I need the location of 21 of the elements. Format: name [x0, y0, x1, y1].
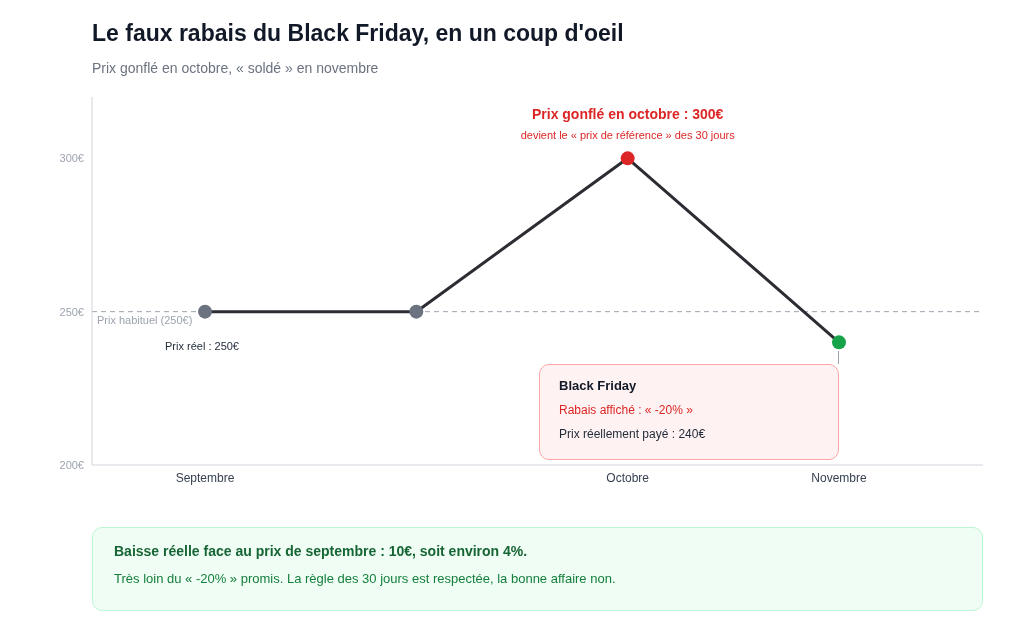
x-tick-label: Octobre — [606, 470, 650, 485]
chart-title: Le faux rabais du Black Friday, en un coup d'oeil — [92, 20, 624, 47]
annotation: Prix réel : 250€ — [165, 339, 239, 352]
annotation: devient le « prix de référence » des 30 jours — [519, 129, 736, 142]
y-tick-label: 300€ — [59, 152, 84, 165]
ref-line-label: Prix habituel (250€) — [97, 314, 193, 327]
x-tick-label: Septembre — [175, 470, 235, 485]
annotation: Rabais affiché : « -20% » — [559, 403, 694, 418]
x-tick-label: Novembre — [811, 470, 867, 485]
chart-subtitle: Prix gonflé en octobre, « soldé » en novembre — [92, 60, 379, 76]
point — [620, 151, 635, 166]
text: Très loin du « -20% » promis. La règle des 30 jours est respectée, la bonne affaire non. — [114, 571, 617, 586]
annotation: Prix gonflé en octobre : 300€ — [530, 106, 725, 123]
y-tick-label: 250€ — [59, 305, 84, 318]
point — [832, 335, 846, 350]
point — [198, 304, 212, 319]
point — [409, 304, 424, 319]
y-tick-label: 200€ — [59, 458, 84, 471]
annotation: Prix réellement payé : 240€ — [559, 427, 707, 442]
text: Baisse réelle face au prix de septembre : 10€, soit environ 4%. — [114, 543, 529, 559]
annotation: Black Friday — [559, 378, 638, 394]
